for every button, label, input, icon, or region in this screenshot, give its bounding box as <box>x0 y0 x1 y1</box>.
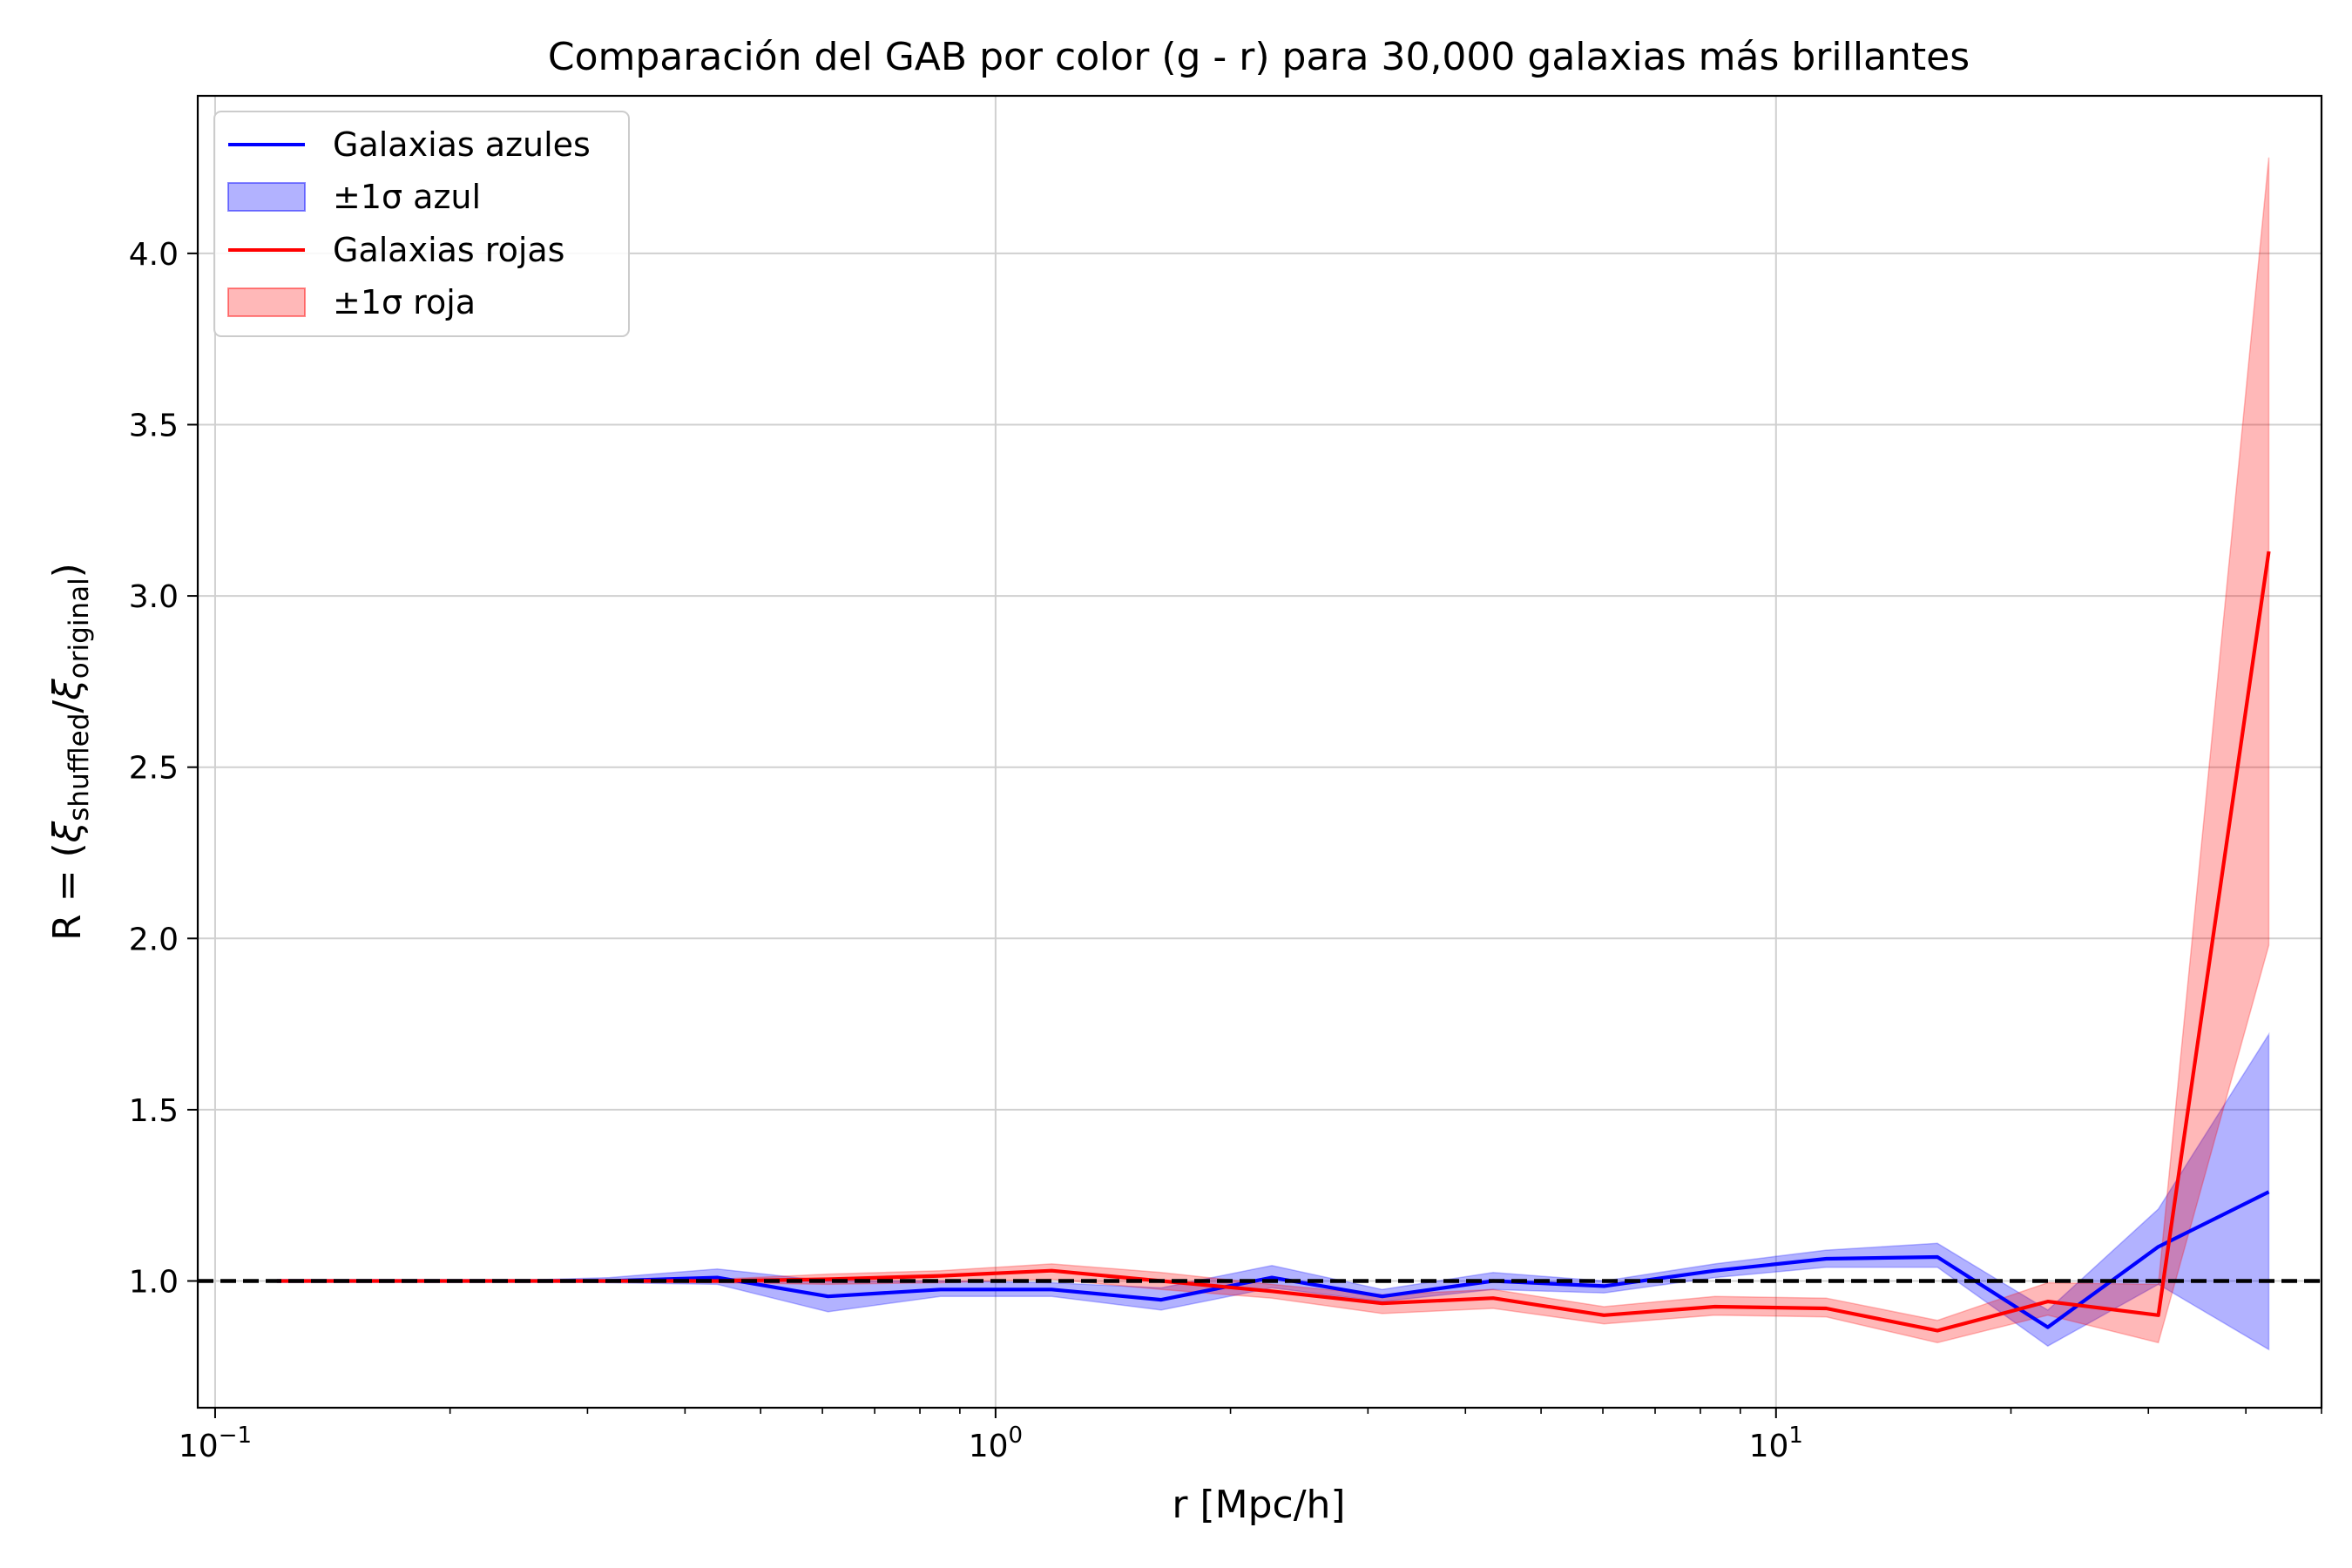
series-line-red <box>276 551 2271 1333</box>
chart-title: Comparación del GAB por color (g - r) pa… <box>548 35 1970 79</box>
y-tick-label: 1.5 <box>129 1093 179 1129</box>
y-tick-label: 3.0 <box>129 579 179 615</box>
y-tick-label: 3.5 <box>129 408 179 443</box>
legend-swatch-red-band <box>227 287 306 317</box>
y-axis-label-sub-shuffled: shuffled <box>64 713 95 821</box>
y-tick-label: 2.5 <box>129 751 179 787</box>
y-axis-label-prefix: R = ( <box>45 842 90 941</box>
series-lines <box>276 551 2271 1333</box>
x-tick-label: 101 <box>1749 1423 1803 1464</box>
y-tick-label: 4.0 <box>129 237 179 273</box>
series-line-blue <box>276 1190 2270 1329</box>
y-tick-label: 1.0 <box>129 1265 179 1301</box>
x-axis-ticks: 10−1 100 101 <box>179 1408 2322 1464</box>
legend-label-blue-line: Galaxias azules <box>333 125 591 164</box>
y-axis-label-xi-2: ξ <box>45 679 90 701</box>
y-axis-label-suffix: ) <box>45 563 90 578</box>
legend-label-red-band: ±1σ roja <box>333 283 476 321</box>
y-axis-label-slash: / <box>45 700 90 713</box>
legend-swatch-blue-band <box>227 182 306 212</box>
y-tick-label: 2.0 <box>129 922 179 957</box>
band-blue <box>276 1031 2270 1351</box>
legend-box <box>213 111 630 337</box>
plot-frame <box>196 94 2323 1409</box>
y-axis-label-xi-1: ξ <box>45 821 90 843</box>
legend-label-blue-band: ±1σ azul <box>333 178 481 216</box>
y-axis-ticks: 1.0 1.5 2.0 2.5 3.0 3.5 4.0 <box>129 237 198 1301</box>
legend: Galaxias azules ±1σ azul Galaxias rojas … <box>213 111 630 337</box>
x-tick-label: 100 <box>969 1423 1023 1464</box>
y-axis-label-sub-original: original <box>64 578 95 679</box>
x-tick-label: 10−1 <box>179 1423 252 1464</box>
y-axis-label: R = (ξshuffled/ξoriginal) <box>45 563 95 941</box>
x-axis-label: r [Mpc/h] <box>1172 1483 1345 1527</box>
legend-label-red-line: Galaxias rojas <box>333 231 564 269</box>
